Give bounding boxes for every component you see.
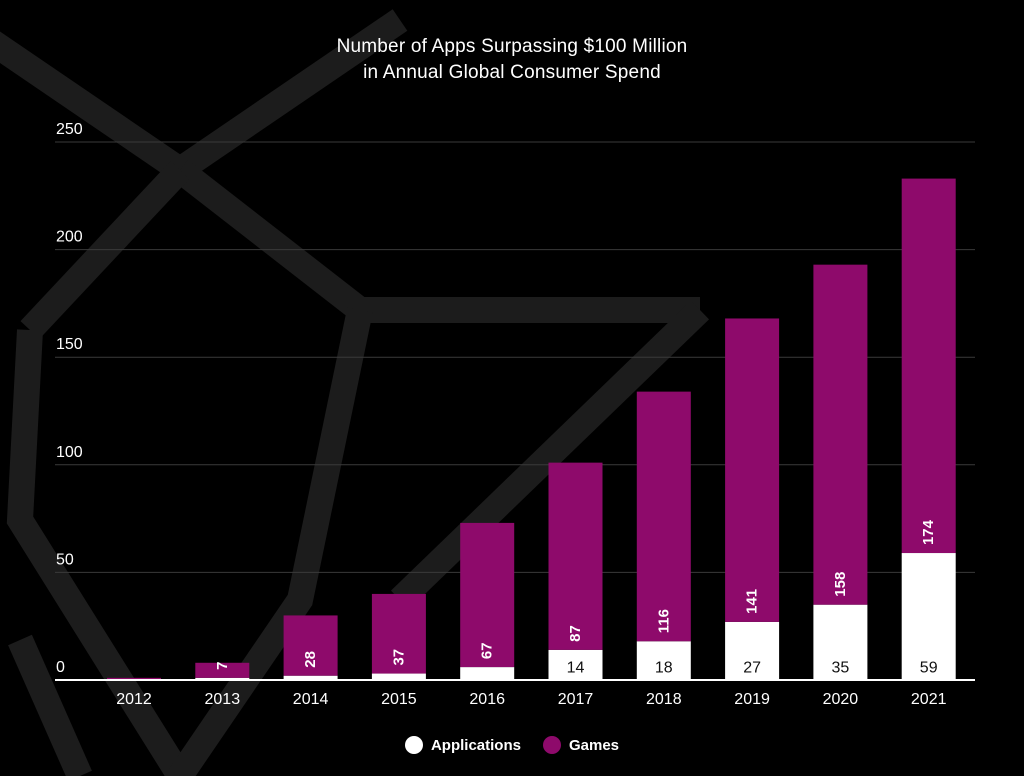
data-label-games: 28 (302, 651, 319, 668)
bar-applications (460, 667, 515, 680)
legend-swatch-applications (404, 736, 423, 754)
data-label-applications: 14 (567, 660, 585, 677)
chart-title: Number of Apps Surpassing $100 Million (336, 36, 688, 57)
bar-applications (725, 621, 780, 680)
x-tick-label: 2012 (116, 691, 152, 708)
y-tick-label: 100 (56, 444, 83, 461)
x-tick-label: 2013 (205, 691, 241, 708)
y-tick-label: 200 (56, 229, 83, 246)
x-tick-label: 2019 (734, 691, 770, 708)
x-tick-label: 2018 (646, 691, 682, 708)
bar-applications (901, 553, 956, 680)
data-label-applications: 35 (832, 660, 850, 677)
legend-item-applications: Applications (404, 736, 521, 754)
data-label-games: 87 (567, 625, 584, 642)
bar-applications (195, 677, 250, 680)
bar-games (813, 264, 868, 605)
y-tick-label: 0 (56, 659, 65, 676)
data-label-applications: 59 (920, 660, 938, 677)
x-tick-label: 2016 (469, 691, 505, 708)
legend-label-applications: Applications (430, 736, 521, 754)
data-label-applications: 18 (655, 660, 673, 677)
y-tick-label: 250 (56, 121, 83, 138)
bar-applications (548, 649, 603, 680)
bar-applications (636, 641, 691, 680)
bar-games (195, 662, 250, 678)
legend-swatch-games (542, 736, 561, 754)
legend-label-games: Games (568, 736, 620, 754)
legend-item-games: Games (542, 736, 620, 754)
x-tick-label: 2015 (381, 691, 417, 708)
bar-applications (813, 604, 868, 680)
bar-games (460, 522, 515, 668)
chart-legend: Applications Games (0, 736, 1024, 754)
bar-games (548, 462, 603, 650)
bar-games (901, 178, 956, 554)
bar-games (371, 593, 426, 674)
bar-games (107, 677, 161, 680)
data-label-games: 116 (655, 609, 672, 633)
y-tick-label: 50 (56, 551, 74, 568)
chart-subtitle: in Annual Global Consumer Spend (363, 62, 661, 83)
bar-applications (283, 675, 338, 680)
y-tick-label: 150 (56, 336, 83, 353)
data-label-games: 174 (920, 519, 937, 545)
data-label-games: 158 (832, 572, 849, 597)
data-label-games: 67 (479, 642, 496, 659)
bar-games (725, 318, 780, 622)
bar-games (636, 391, 691, 642)
data-label-games: 141 (744, 589, 761, 614)
data-label-games: 7 (214, 662, 231, 670)
bar-games (283, 615, 338, 676)
x-tick-label: 2017 (558, 691, 594, 708)
x-tick-label: 2020 (823, 691, 859, 708)
x-tick-label: 2014 (293, 691, 329, 708)
bar-applications (371, 673, 426, 680)
x-tick-label: 2021 (911, 691, 947, 708)
data-label-games: 37 (390, 649, 407, 666)
data-label-applications: 27 (743, 660, 761, 677)
